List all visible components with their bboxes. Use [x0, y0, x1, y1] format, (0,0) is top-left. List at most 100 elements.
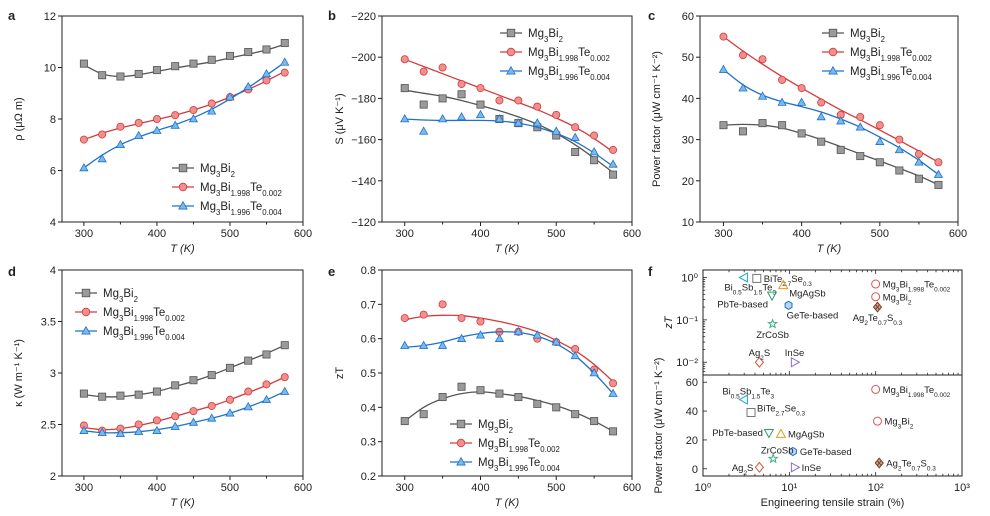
y-tick-label: 20 [682, 176, 694, 188]
y-tick-label: 12 [44, 11, 56, 23]
y-tick-label: −140 [351, 176, 376, 188]
data-point [836, 145, 845, 154]
point-marker [775, 428, 787, 438]
data-point [456, 333, 467, 342]
data-point [400, 55, 409, 64]
data-point [116, 72, 125, 81]
legend-label: Mg3Bi1.996Te0.004 [528, 66, 611, 82]
x-tick-label: 300 [714, 228, 732, 240]
data-point [609, 170, 618, 179]
fit-line [404, 331, 614, 395]
data-point [244, 48, 253, 57]
scatter-point: Mg3Bi1.998Te0.002 [871, 279, 951, 294]
y-axis-label: κ (W m⁻¹ K⁻¹) [13, 339, 25, 407]
data-point [225, 395, 234, 404]
data-point [152, 425, 162, 434]
data-point [419, 126, 429, 135]
legend-label: Mg3Bi1.998Te0.002 [850, 47, 932, 63]
point-marker [777, 279, 789, 290]
data-point [571, 410, 580, 419]
data-point [207, 371, 216, 380]
point-marker [738, 394, 748, 405]
y-tick-label: −120 [351, 217, 376, 229]
legend-label: Mg3Bi1.998Te0.002 [103, 307, 185, 323]
data-point [777, 97, 787, 106]
series-blue [79, 386, 290, 438]
data-point [225, 363, 234, 372]
point-marker [766, 318, 779, 329]
point-label: Mg3Bi1.998Te0.002 [883, 280, 951, 294]
series-gray [400, 382, 618, 436]
point-label: PbTe-based [712, 428, 763, 439]
data-point [513, 118, 524, 127]
x-tick-label: 500 [547, 228, 565, 240]
y-tick-label: 20 [686, 435, 698, 447]
fit-line [83, 390, 285, 434]
data-point [207, 401, 216, 410]
point-marker [752, 273, 762, 283]
data-point [116, 122, 125, 131]
fit-line [83, 43, 285, 78]
point-marker [784, 300, 793, 310]
y-tick-label: 0.2 [361, 471, 376, 483]
data-point [98, 71, 107, 80]
legend-marker [828, 65, 838, 75]
data-point [514, 393, 523, 402]
x-tick-label: 600 [623, 482, 641, 494]
x-axis-label: T (K) [170, 243, 195, 255]
data-point [97, 427, 107, 437]
point-label: Bi0.5Sb1.5Te3 [722, 387, 774, 401]
data-point [280, 386, 290, 395]
point-label: Ag2Te0.7S0.3 [886, 459, 936, 473]
data-point [134, 69, 143, 78]
point-label: Ag2Te0.7S0.3 [853, 313, 903, 327]
fit-line [723, 123, 939, 186]
series-red [400, 55, 618, 154]
y-tick-label: 40 [686, 406, 698, 418]
series-blue [718, 64, 944, 178]
data-point [189, 59, 198, 68]
data-point [244, 356, 253, 365]
point-label: InSe [802, 463, 822, 474]
x-tick-label: 300 [396, 482, 414, 494]
legend-item: Mg3Bi1.996Te0.004 [75, 325, 186, 342]
legend-marker [178, 200, 188, 210]
scatter-point: Mg3Bi1.998Te0.002 [871, 384, 951, 398]
panel-d: d 300 400 500 600 2 2.5 3 3.5 4 T (K) κ (W m⁻¹ K⁻¹)… [8, 264, 312, 509]
data-point [171, 412, 180, 421]
data-point [609, 145, 618, 154]
point-label: ZrCoSb [761, 446, 794, 457]
point-label: GeTe-based [800, 447, 852, 458]
series-gray [719, 119, 943, 189]
data-point [778, 121, 787, 130]
data-point [817, 98, 826, 107]
data-point [590, 417, 599, 426]
point-marker [871, 279, 881, 289]
data-point [97, 153, 107, 163]
data-point [280, 373, 289, 382]
y-tick-label: 0.5 [361, 368, 376, 380]
data-point [189, 407, 198, 416]
axes-frame [699, 15, 959, 223]
data-point [495, 389, 504, 398]
scatter-point: MgAgSb [777, 279, 826, 299]
data-point [552, 403, 561, 412]
point-marker [738, 272, 748, 283]
x-tick-label: 600 [294, 228, 312, 240]
data-point [171, 111, 180, 120]
data-point [115, 139, 126, 149]
data-point [571, 147, 580, 156]
legend-label: Mg3Bi1.996Te0.004 [200, 201, 283, 217]
axes-frame [381, 15, 633, 223]
data-point [207, 55, 216, 64]
legend-label: Mg3Bi2 [103, 288, 138, 304]
legend-label: Mg3Bi2 [478, 419, 513, 435]
fit-line [723, 69, 939, 176]
data-point [419, 100, 428, 109]
data-point [856, 152, 865, 161]
data-point [280, 39, 289, 48]
scatter-point: Ag2Te0.7S0.3 [853, 301, 903, 327]
data-point [934, 180, 943, 189]
scatter-point: Bi0.5Sb1.5Te3 [722, 387, 774, 405]
